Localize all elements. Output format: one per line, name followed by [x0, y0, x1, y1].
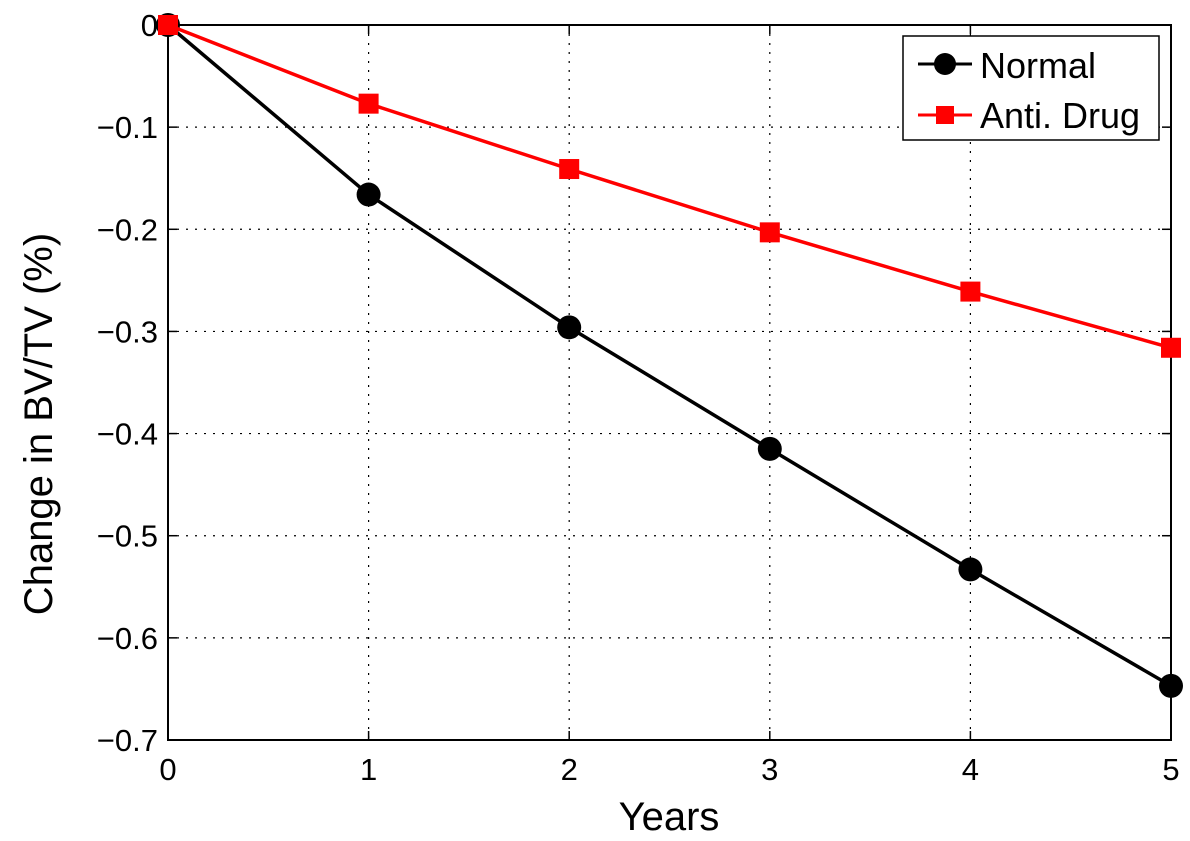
y-tick-label: −0.2 — [97, 212, 158, 247]
y-tick-label: −0.6 — [97, 621, 158, 656]
legend-label-anti-drug: Anti. Drug — [980, 95, 1140, 136]
data-point-normal — [356, 182, 381, 207]
data-point-anti-drug — [960, 281, 981, 302]
data-point-anti-drug — [358, 93, 379, 114]
legend-marker-anti-drug — [936, 106, 954, 124]
y-tick-label: −0.1 — [97, 110, 158, 145]
data-point-anti-drug — [559, 159, 580, 180]
data-point-anti-drug — [158, 15, 178, 35]
series-line-anti-drug — [167, 23, 1172, 350]
axis-ticks: 0 1 2 3 4 5 0 −0.1 −0.2 −0.3 −0.4 −0.5 −0.6 −0.7 — [97, 8, 1180, 787]
x-tick-label: 2 — [561, 752, 578, 787]
series-line-normal — [166, 23, 1172, 688]
x-tick-label: 0 — [159, 752, 176, 787]
y-tick-label: −0.3 — [97, 314, 158, 349]
data-point-normal — [757, 436, 782, 461]
x-tick-label: 3 — [761, 752, 778, 787]
plot-frame — [167, 24, 1172, 741]
x-tick-label: 1 — [360, 752, 377, 787]
data-point-normal — [557, 315, 582, 340]
legend-label-normal: Normal — [980, 45, 1096, 86]
data-point-normal — [1159, 673, 1183, 698]
data-point-anti-drug — [1161, 337, 1181, 358]
y-tick-label: −0.4 — [97, 417, 158, 452]
data-point-normal — [958, 557, 983, 582]
x-axis-title: Years — [619, 795, 720, 839]
legend-marker-normal — [934, 53, 956, 75]
x-tick-label: 5 — [1162, 752, 1179, 787]
legend: Normal Anti. Drug — [902, 35, 1160, 141]
y-tick-label: −0.7 — [97, 723, 158, 758]
data-point-anti-drug — [759, 222, 780, 243]
series-layer — [156, 13, 1183, 698]
y-tick-label: −0.5 — [97, 519, 158, 554]
y-tick-label: 0 — [141, 8, 158, 43]
y-axis-title: Change in BV/TV (%) — [17, 233, 61, 615]
grid — [168, 25, 1171, 740]
x-tick-label: 4 — [962, 752, 979, 787]
